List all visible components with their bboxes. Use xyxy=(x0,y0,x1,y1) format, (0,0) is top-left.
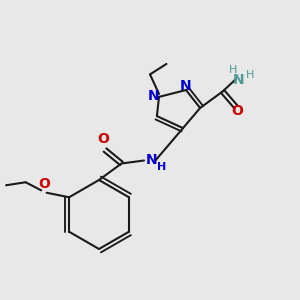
Text: N: N xyxy=(180,79,192,92)
Text: N: N xyxy=(232,73,244,87)
Text: N: N xyxy=(148,89,160,103)
Text: O: O xyxy=(38,177,50,191)
Text: N: N xyxy=(146,153,158,167)
Text: O: O xyxy=(232,104,244,118)
Text: O: O xyxy=(98,132,110,146)
Text: H: H xyxy=(157,162,166,172)
Text: H: H xyxy=(229,65,237,75)
Text: H: H xyxy=(246,70,254,80)
